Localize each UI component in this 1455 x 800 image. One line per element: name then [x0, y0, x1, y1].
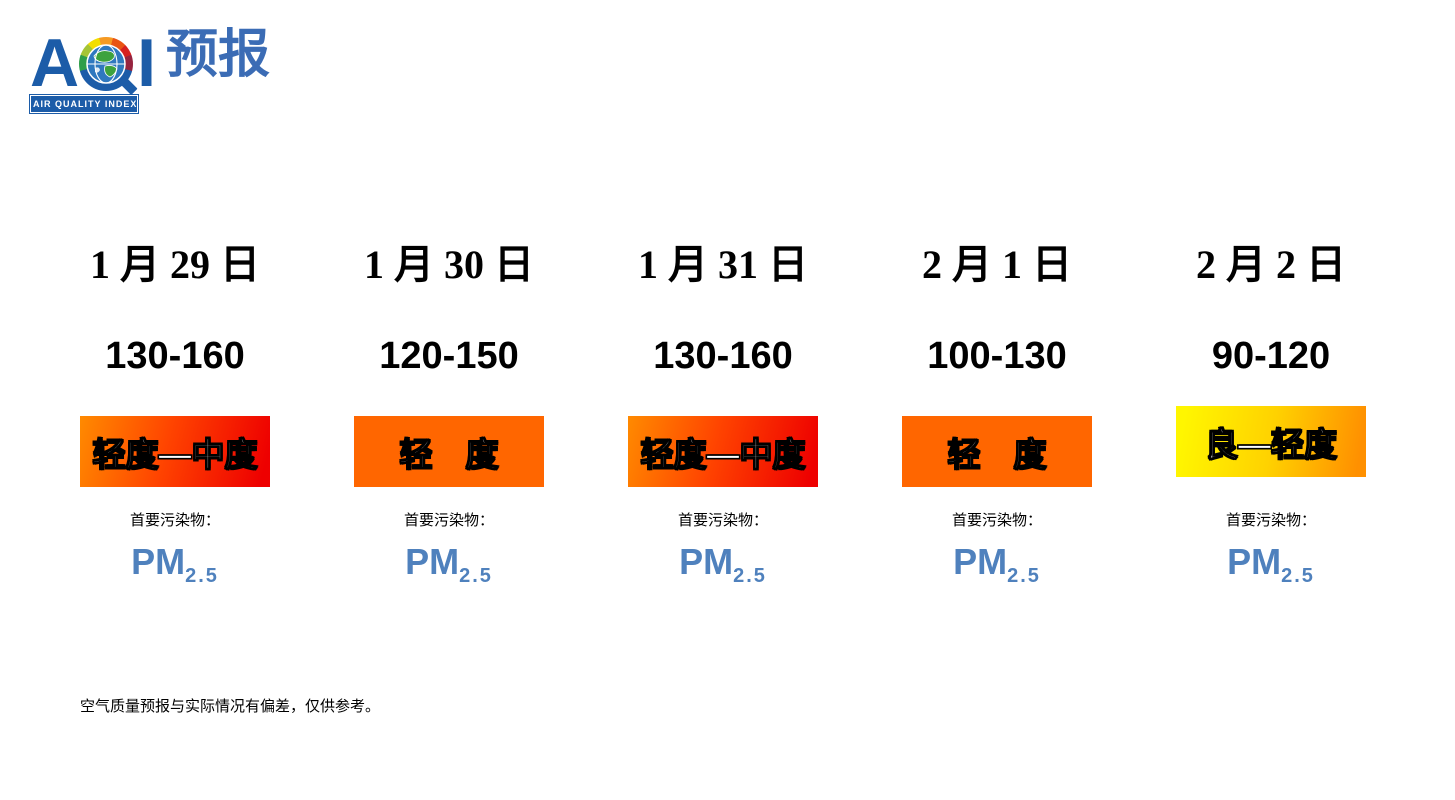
logo-letter-a: A: [30, 25, 79, 101]
forecast-day-4: 2 月 1 日 100-130 轻 度 首要污染物： PM2.5: [860, 240, 1134, 595]
primary-pollutant-value: PM2.5: [953, 541, 1041, 588]
primary-pollutant-value: PM2.5: [679, 541, 767, 588]
primary-pollutant-value: PM2.5: [131, 541, 219, 588]
primary-pollutant-value: PM2.5: [405, 541, 493, 588]
forecast-grid: 1 月 29 日 130-160 轻度—中度 首要污染物： PM2.5 1 月 …: [38, 240, 1408, 595]
logo-letter-i: I: [137, 25, 156, 101]
forecast-day-5: 2 月 2 日 90-120 良—轻度 首要污染物： PM2.5: [1134, 240, 1408, 595]
pm-subscript: 2.5: [733, 565, 767, 587]
aqi-range: 130-160: [105, 335, 245, 377]
forecast-date: 1 月 31 日: [638, 242, 808, 287]
primary-pollutant-label: 首要污染物：: [1225, 513, 1316, 529]
forecast-date: 2 月 1 日: [922, 242, 1072, 287]
pm-subscript: 2.5: [459, 565, 493, 587]
aqi-logo: A I 预报 AIR QUALITY INDEX: [29, 25, 271, 114]
primary-pollutant-label: 首要污染物：: [677, 513, 768, 529]
forecast-date: 1 月 30 日: [364, 242, 534, 287]
pollution-level-badge: 良—轻度: [1176, 406, 1366, 477]
forecast-date: 1 月 29 日: [90, 242, 260, 287]
aqi-range: 100-130: [927, 335, 1067, 377]
disclaimer-text: 空气质量预报与实际情况有偏差，仅供参考。: [80, 699, 381, 715]
q-letter-tail: [118, 75, 138, 96]
aqi-range: 90-120: [1211, 335, 1331, 377]
primary-pollutant-label: 首要污染物：: [951, 513, 1042, 529]
logo-tagline: AIR QUALITY INDEX: [29, 94, 139, 114]
pollution-level-badge: 轻 度: [902, 416, 1092, 487]
primary-pollutant-value: PM2.5: [1227, 541, 1315, 588]
aqi-color-ring-icon: [79, 37, 138, 96]
forecast-date: 2 月 2 日: [1196, 242, 1346, 287]
aqi-range: 120-150: [379, 335, 519, 377]
pollution-level-badge: 轻度—中度: [80, 416, 270, 487]
pollution-level-badge: 轻度—中度: [628, 416, 818, 487]
pm-subscript: 2.5: [185, 565, 219, 587]
aqi-range: 130-160: [653, 335, 793, 377]
forecast-day-3: 1 月 31 日 130-160 轻度—中度 首要污染物： PM2.5: [586, 240, 860, 595]
forecast-day-2: 1 月 30 日 120-150 轻 度 首要污染物： PM2.5: [312, 240, 586, 595]
forecast-day-1: 1 月 29 日 130-160 轻度—中度 首要污染物： PM2.5: [38, 240, 312, 595]
pollution-level-badge: 轻 度: [354, 416, 544, 487]
pm-subscript: 2.5: [1007, 565, 1041, 587]
pm-subscript: 2.5: [1281, 565, 1315, 587]
primary-pollutant-label: 首要污染物：: [403, 513, 494, 529]
globe-icon: [86, 44, 126, 84]
page-title: 预报: [166, 27, 271, 84]
primary-pollutant-label: 首要污染物：: [129, 513, 220, 529]
